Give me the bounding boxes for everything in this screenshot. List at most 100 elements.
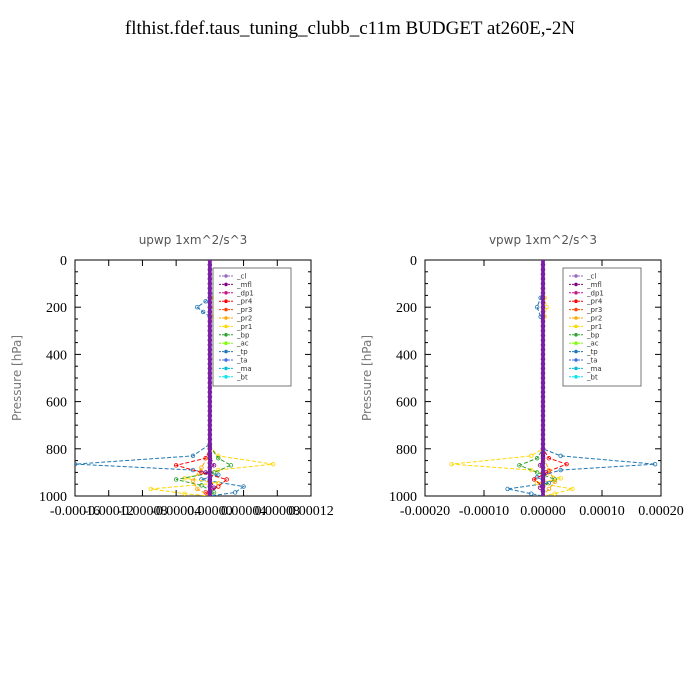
center-line-marker [207,352,213,357]
legend-label: _pr4 [236,298,253,306]
x-tick-label: 0.00020 [638,504,684,519]
x-tick-label: -0.00010 [459,504,509,519]
center-line-marker [540,375,546,381]
y-tick-label: 600 [396,396,417,411]
center-line-marker [207,380,213,386]
center-line-marker [540,432,546,437]
center-line-marker [207,422,213,428]
series-point-bp [216,456,221,461]
center-line-marker [207,394,213,400]
legend-marker [224,341,228,346]
center-line-marker [540,394,546,400]
center-line-marker [540,300,546,305]
center-line-marker [540,342,546,348]
center-line-marker [207,437,213,442]
center-line-marker [540,352,546,357]
center-line-marker [540,281,546,286]
legend: _cl_mfl_dp1_pr4_pr3_pr2_pr1_bp_ac_tp_ta_… [212,267,292,387]
y-tick-label: 400 [46,348,67,363]
legend-label: _bt [236,373,248,381]
series-point-tp [200,309,206,315]
series-point-pr1 [552,491,557,496]
legend-marker [224,291,228,295]
center-line-marker [207,484,213,489]
center-line-marker [540,366,546,371]
series-point-tp [232,490,238,495]
x-tick-label: 0.00000 [520,504,566,519]
series-point-pr1 [182,491,187,496]
legend-label: _ac [586,340,599,348]
series-point-pr2 [546,486,552,492]
center-line-marker [540,418,546,423]
center-line-marker [540,408,546,414]
center-line-marker [540,290,546,296]
center-line-marker [207,361,213,367]
legend-label: _pr2 [236,315,252,323]
series-line-pr4 [533,260,569,496]
legend-marker [224,324,228,329]
series-point-pr2 [199,465,204,470]
center-line-marker [207,446,213,452]
series-point-tp [216,472,221,477]
legend-label: _cl [236,273,246,281]
series-point-tp [203,299,208,304]
center-line-marker [207,276,213,282]
series-point-pr4 [199,470,204,475]
center-line-marker [540,484,546,489]
center-line-marker [540,319,546,324]
legend-label: _ac [236,340,249,348]
legend-marker [224,299,228,304]
chart-panel-2: vpwp 1xm^2/s^3 Pressure [hPa] 0 200 400 600 80… [360,233,684,519]
y-tick-label: 0 [60,254,67,269]
center-line-marker [207,286,213,291]
legend-marker [224,375,228,379]
center-line-marker [540,404,546,409]
series-point-tp [241,484,246,489]
series-point-pr4 [564,461,569,467]
center-line-marker [540,304,546,310]
legend-label: _ta [586,357,598,365]
series-point-pr1 [216,467,221,473]
center-line-marker [207,328,213,334]
legend-marker [574,349,578,354]
center-line-marker [207,375,213,381]
series-point-bp [517,463,522,468]
legend-marker [574,375,578,379]
legend-label: _pr3 [586,306,602,314]
center-line-marker [540,271,546,277]
series-point-tp [75,461,78,467]
series-point-pr4 [224,477,229,482]
series-point-pr1 [270,461,276,467]
center-line-marker [540,437,546,442]
legend-label: _ma [236,365,252,373]
center-line-marker [540,446,546,452]
center-line-marker [540,493,546,496]
center-line-marker [540,399,546,404]
y-tick-label: 800 [396,443,417,458]
center-line-marker [207,418,213,423]
series-point-pr2 [190,478,196,483]
center-line-marker [207,262,213,268]
series-point-pr1 [148,486,154,492]
center-line-marker [540,356,546,362]
center-line-marker [207,260,213,263]
center-line-marker [540,474,546,480]
series-point-bp [228,463,234,468]
panel-title: upwp 1xm^2/s^3 [139,233,248,247]
center-line-marker [540,295,546,301]
y-tick-label: 800 [46,443,67,458]
center-line-marker [540,286,546,291]
legend-label: _mfl [236,281,252,289]
center-line-marker [207,300,213,305]
legend-marker [574,299,578,304]
center-line-marker [207,356,213,362]
panel-title: vpwp 1xm^2/s^3 [489,233,597,247]
legend-marker [574,316,578,320]
center-line-marker [540,380,546,386]
center-line-marker [207,309,213,315]
legend-label: _ta [236,357,248,365]
center-line-marker [540,328,546,334]
center-line-marker [207,366,213,371]
legend-marker [224,358,228,362]
